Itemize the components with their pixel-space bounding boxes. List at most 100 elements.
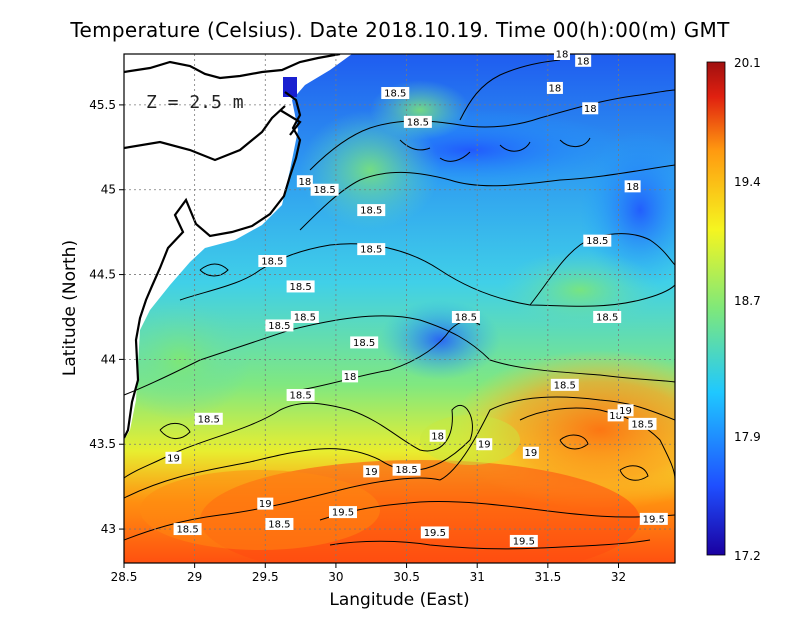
contour-label: 18.5 [194,412,223,425]
contour-label: 18.5 [350,336,379,349]
colorbar-tick-label: 17.2 [734,549,761,563]
contour-label: 19.5 [639,512,668,525]
x-tick-label: 31 [470,570,485,584]
svg-text:18.5: 18.5 [596,312,618,323]
contour-label: 18.5 [258,254,287,267]
svg-text:19: 19 [478,440,491,451]
contour-label: 18 [582,102,599,115]
y-tick-label: 44.5 [89,268,116,282]
svg-text:18.5: 18.5 [313,185,335,196]
contour-label: 18.5 [173,523,202,536]
svg-text:18: 18 [577,56,590,67]
contour-label: 18.5 [265,319,294,332]
plot-frame [123,53,676,564]
contour-label: 18.5 [357,243,386,256]
y-tick-label: 43.5 [89,437,116,451]
contour-label: 18.5 [451,310,480,323]
svg-text:19: 19 [167,453,180,464]
svg-text:18: 18 [626,182,639,193]
svg-text:18.5: 18.5 [289,282,311,293]
colorbar-tick-label: 20.1 [734,56,761,70]
x-axis-ticks: 28.5 29 29.5 30 30.5 31 31.5 32 [111,563,626,584]
svg-text:18.5: 18.5 [360,245,382,256]
svg-text:18.5: 18.5 [455,312,477,323]
contour-label: 18 [296,175,313,188]
contour-label: 18.5 [628,417,657,430]
contour-label: 18.5 [286,389,315,402]
svg-text:18: 18 [549,83,562,94]
y-tick-label: 44 [101,352,116,366]
x-tick-label: 32 [611,570,626,584]
y-axis-ticks: 43 43.5 44 44.5 45 45.5 [89,98,124,536]
map-title: Temperature (Celsius). Date 2018.10.19. … [70,18,730,42]
contour-label: 18.5 [357,204,386,217]
contour-label: 19 [617,404,634,417]
svg-text:18.5: 18.5 [360,206,382,217]
x-tick-label: 30 [328,570,343,584]
x-tick-label: 29.5 [252,570,279,584]
y-tick-label: 45.5 [89,98,116,112]
svg-text:19: 19 [619,406,632,417]
y-tick-label: 45 [101,183,116,197]
colorbar-tick-label: 19.4 [734,175,761,189]
svg-text:18: 18 [298,177,311,188]
svg-text:19.5: 19.5 [643,514,665,525]
contour-label: 18 [546,81,563,94]
svg-text:18.5: 18.5 [268,519,290,530]
contour-label: 19 [476,438,493,451]
svg-text:18.5: 18.5 [268,321,290,332]
svg-text:19.5: 19.5 [424,528,446,539]
svg-text:18.5: 18.5 [261,256,283,267]
grid-lines [124,54,675,563]
contour-label: 18.5 [290,310,319,323]
contour-label: 18.5 [265,517,294,530]
contour-label: 18 [429,429,446,442]
svg-text:18.5: 18.5 [395,465,417,476]
svg-text:18.5: 18.5 [176,525,198,536]
x-axis-label: Langitude (East) [329,590,470,610]
contour-label: 19.5 [420,526,449,539]
svg-text:19.5: 19.5 [332,508,354,519]
svg-text:18.5: 18.5 [289,391,311,402]
y-tick-label: 43 [101,522,116,536]
svg-text:18.5: 18.5 [631,419,653,430]
svg-text:18: 18 [584,104,597,115]
svg-text:18.5: 18.5 [198,414,220,425]
svg-text:18.5: 18.5 [554,380,576,391]
contour-label: 19 [522,446,539,459]
contour-lines [124,59,675,550]
contour-label: 19.5 [328,506,357,519]
svg-text:19.5: 19.5 [513,536,535,547]
contour-label: 18.5 [550,378,579,391]
contour-label: 18.5 [286,280,315,293]
svg-text:18: 18 [431,431,444,442]
contour-label: 18.5 [310,183,339,196]
svg-text:19: 19 [365,467,378,478]
contour-label: 19 [257,497,274,510]
svg-text:19: 19 [259,499,272,510]
svg-text:18: 18 [609,411,622,422]
contour-label: 18 [575,54,592,67]
colorbar-tick-label: 18.7 [734,294,761,308]
svg-text:18: 18 [556,50,569,61]
contour-label: 18 [624,180,641,193]
x-tick-label: 29 [187,570,202,584]
svg-text:19: 19 [525,448,538,459]
sea-temperature-field [124,54,675,563]
svg-text:18.5: 18.5 [407,117,429,128]
svg-text:18.5: 18.5 [353,338,375,349]
contour-label: 18.5 [392,463,421,476]
svg-text:18.5: 18.5 [294,312,316,323]
contour-label: 18 [553,48,570,61]
colorbar [706,61,726,556]
depth-label: Z = 2.5 m [146,92,244,113]
coastline [124,54,341,439]
contour-labels: 18181818181818181818.518.518.518.518.518… [165,48,668,547]
svg-text:18.5: 18.5 [384,89,406,100]
svg-text:18.5: 18.5 [586,236,608,247]
contour-label: 19 [165,451,182,464]
contour-label: 18.5 [583,234,612,247]
x-tick-label: 28.5 [111,570,138,584]
contour-label: 18.5 [593,310,622,323]
